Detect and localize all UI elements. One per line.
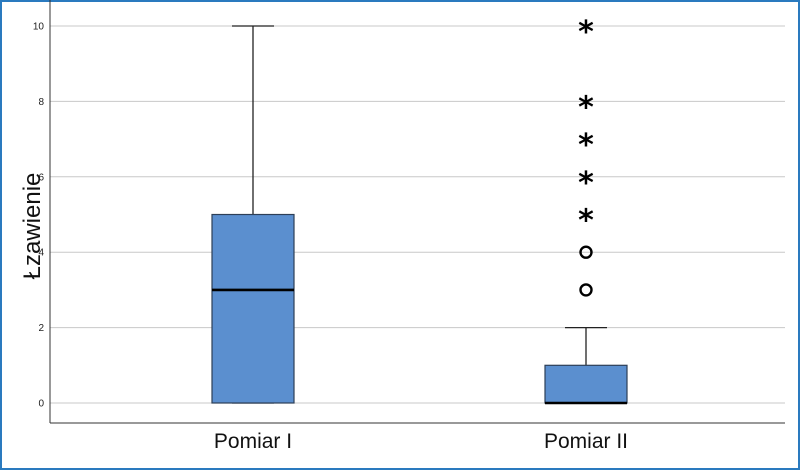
category-label: Pomiar I	[214, 430, 292, 453]
y-axis-title: Łzawienie	[19, 173, 46, 280]
y-tick-labels: 0 2 4 6 8 10	[33, 22, 45, 410]
extreme-star: *	[578, 204, 594, 239]
y-tick-label: 2	[38, 323, 44, 334]
y-tick-label: 0	[38, 399, 44, 410]
outlier-points: *****	[578, 15, 594, 297]
outlier-circle	[579, 245, 593, 259]
gridlines	[50, 25, 785, 404]
boxes	[211, 25, 628, 405]
axes	[49, 0, 785, 424]
extreme-star: *	[578, 166, 594, 201]
extreme-star: *	[578, 15, 594, 50]
extreme-star: *	[578, 128, 594, 163]
extreme-star: *	[578, 90, 594, 125]
outlier-circle	[579, 283, 593, 297]
y-tick-label: 4	[38, 248, 44, 259]
box	[211, 213, 295, 404]
y-tick-label: 10	[33, 22, 45, 33]
y-tick-label: 8	[38, 97, 44, 108]
y-tick-label: 6	[38, 172, 44, 183]
box	[544, 364, 628, 404]
category-labels: Pomiar I Pomiar II	[214, 430, 628, 453]
category-label: Pomiar II	[544, 430, 628, 453]
